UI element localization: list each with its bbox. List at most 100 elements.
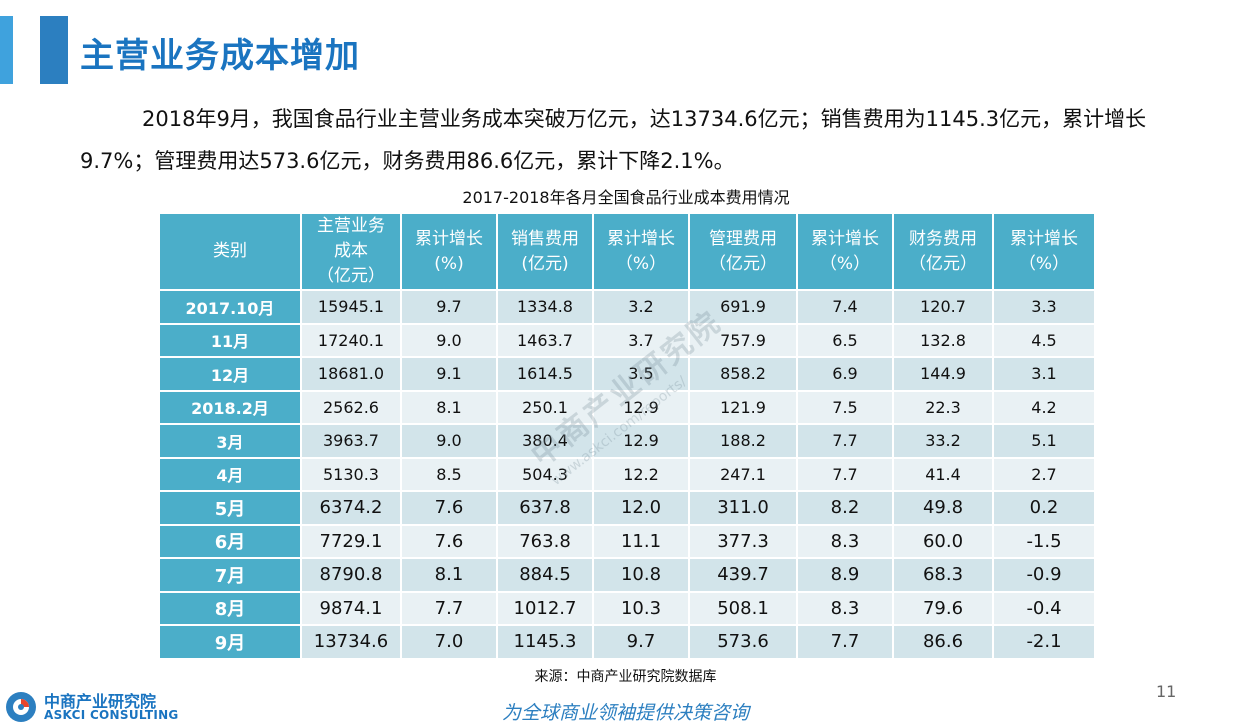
- column-header: 销售费用 (亿元): [496, 212, 594, 291]
- table-cell: 2.7: [992, 456, 1096, 492]
- table-cell: 8.1: [400, 389, 498, 425]
- table-cell: 3963.7: [300, 423, 402, 459]
- table-cell: 18681.0: [300, 356, 402, 392]
- row-category-cell: 2017.10月: [158, 289, 302, 325]
- table-cell: 1334.8: [496, 289, 594, 325]
- table-cell: 8.3: [796, 590, 894, 626]
- column-header: 累计增长 （%）: [992, 212, 1096, 291]
- table-cell: 9.0: [400, 423, 498, 459]
- intro-paragraph: 2018年9月，我国食品行业主营业务成本突破万亿元，达13734.6亿元；销售费…: [80, 107, 1147, 173]
- table-cell: 121.9: [688, 389, 798, 425]
- row-category-cell: 12月: [158, 356, 302, 392]
- table-cell: 7.6: [400, 523, 498, 559]
- table-cell: 573.6: [688, 624, 798, 660]
- table-cell: 8.5: [400, 456, 498, 492]
- table-cell: 15945.1: [300, 289, 402, 325]
- table-cell: 858.2: [688, 356, 798, 392]
- table-cell: 132.8: [892, 322, 994, 358]
- table-cell: 188.2: [688, 423, 798, 459]
- table-cell: 2562.6: [300, 389, 402, 425]
- table-cell: 691.9: [688, 289, 798, 325]
- table-row: 5月 6374.2 7.6 637.8 12.0 311.0 8.2 49.8 0.2: [158, 490, 1096, 526]
- table-cell: 9.7: [400, 289, 498, 325]
- table-cell: 637.8: [496, 490, 594, 526]
- table-cell: 8.1: [400, 557, 498, 593]
- table-row: 11月 17240.1 9.0 1463.7 3.7 757.9 6.5 132.8 4.5: [158, 322, 1096, 358]
- table-row: 2017.10月 15945.1 9.7 1334.8 3.2 691.9 7.4 120.7…: [158, 289, 1096, 325]
- row-category-cell: 2018.2月: [158, 389, 302, 425]
- table-cell: 1463.7: [496, 322, 594, 358]
- table-cell: 4.2: [992, 389, 1096, 425]
- table-cell: 8790.8: [300, 557, 402, 593]
- table-cell: 120.7: [892, 289, 994, 325]
- table-row: 7月 8790.8 8.1 884.5 10.8 439.7 8.9 68.3 -0.9: [158, 557, 1096, 593]
- column-header: 累计增长 (%): [400, 212, 498, 291]
- table-cell: 6.5: [796, 322, 894, 358]
- table-cell: 49.8: [892, 490, 994, 526]
- table-cell: -0.9: [992, 557, 1096, 593]
- column-header: 累计增长 （%）: [592, 212, 690, 291]
- table-cell: 9874.1: [300, 590, 402, 626]
- table-cell: 10.8: [592, 557, 690, 593]
- table-cell: 8.2: [796, 490, 894, 526]
- table-cell: 12.9: [592, 389, 690, 425]
- page-title: 主营业务成本增加: [80, 36, 360, 76]
- table-cell: 7.4: [796, 289, 894, 325]
- column-header: 管理费用 （亿元）: [688, 212, 798, 291]
- table-cell: 3.5: [592, 356, 690, 392]
- table-cell: 763.8: [496, 523, 594, 559]
- table-cell: 247.1: [688, 456, 798, 492]
- table-cell: 3.2: [592, 289, 690, 325]
- table-row: 3月 3963.7 9.0 380.4 12.9 188.2 7.7 33.2 5.1: [158, 423, 1096, 459]
- table-cell: 7.6: [400, 490, 498, 526]
- table-cell: 3.1: [992, 356, 1096, 392]
- row-category-cell: 6月: [158, 523, 302, 559]
- table-row: 12月 18681.0 9.1 1614.5 3.5 858.2 6.9 144.9 3.1: [158, 356, 1096, 392]
- table-cell: 380.4: [496, 423, 594, 459]
- row-category-cell: 9月: [158, 624, 302, 660]
- table-cell: 6374.2: [300, 490, 402, 526]
- table-cell: 7.7: [796, 456, 894, 492]
- table-row: 2018.2月 2562.6 8.1 250.1 12.9 121.9 7.5 22.3 4.2: [158, 389, 1096, 425]
- table-cell: 7.7: [796, 423, 894, 459]
- table-cell: 8.9: [796, 557, 894, 593]
- table-row: 8月 9874.1 7.7 1012.7 10.3 508.1 8.3 79.6 -0.4: [158, 590, 1096, 626]
- footer-slogan: 为全球商业领袖提供决策咨询: [501, 702, 749, 724]
- table-cell: 439.7: [688, 557, 798, 593]
- row-category-cell: 11月: [158, 322, 302, 358]
- table-cell: 311.0: [688, 490, 798, 526]
- logo-mark-icon: [6, 692, 36, 722]
- table-cell: -0.4: [992, 590, 1096, 626]
- table-cell: 68.3: [892, 557, 994, 593]
- table-cell: 7.7: [400, 590, 498, 626]
- table-cell: 7729.1: [300, 523, 402, 559]
- row-category-cell: 7月: [158, 557, 302, 593]
- table-cell: 10.3: [592, 590, 690, 626]
- table-cell: 11.1: [592, 523, 690, 559]
- table-cell: 5130.3: [300, 456, 402, 492]
- table-cell: 1012.7: [496, 590, 594, 626]
- table-cell: 250.1: [496, 389, 594, 425]
- table-cell: 144.9: [892, 356, 994, 392]
- table-cell: 5.1: [992, 423, 1096, 459]
- table-cell: 1614.5: [496, 356, 594, 392]
- table-cell: 4.5: [992, 322, 1096, 358]
- table-cell: 41.4: [892, 456, 994, 492]
- table-cell: 9.1: [400, 356, 498, 392]
- table-cell: 7.7: [796, 624, 894, 660]
- company-logo: 中商产业研究院 ASKCI CONSULTING: [4, 688, 178, 724]
- table-cell: 504.3: [496, 456, 594, 492]
- title-accent-bar-light: [0, 16, 13, 84]
- cost-table: 类别 主营业务 成本 （亿元） 累计增长 (%) 销售费用 (亿元) 累计增长 （%）管…: [158, 212, 1096, 660]
- table-row: 6月 7729.1 7.6 763.8 11.1 377.3 8.3 60.0 -1.5: [158, 523, 1096, 559]
- table-cell: 33.2: [892, 423, 994, 459]
- table-cell: 0.2: [992, 490, 1096, 526]
- column-header: 财务费用 （亿元）: [892, 212, 994, 291]
- title-accent-bar-dark: [40, 16, 68, 84]
- logo-chinese-name: 中商产业研究院: [44, 692, 157, 711]
- table-cell: 7.5: [796, 389, 894, 425]
- table-header-row: 类别 主营业务 成本 （亿元） 累计增长 (%) 销售费用 (亿元) 累计增长 （%）管…: [158, 212, 1096, 291]
- table-cell: 12.0: [592, 490, 690, 526]
- table-title: 2017-2018年各月全国食品行业成本费用情况: [462, 188, 790, 207]
- table-cell: 13734.6: [300, 624, 402, 660]
